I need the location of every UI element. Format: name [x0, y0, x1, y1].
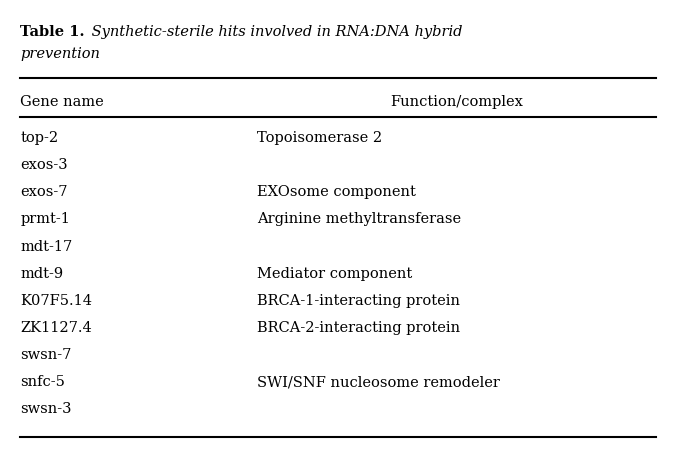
Text: mdt-9: mdt-9 — [20, 266, 64, 280]
Text: K07F5.14: K07F5.14 — [20, 293, 93, 307]
Text: ZK1127.4: ZK1127.4 — [20, 320, 92, 334]
Text: SWI/SNF nucleosome remodeler: SWI/SNF nucleosome remodeler — [257, 374, 500, 388]
Text: prmt-1: prmt-1 — [20, 212, 70, 226]
Text: Topoisomerase 2: Topoisomerase 2 — [257, 131, 382, 145]
Text: Synthetic-sterile hits involved in RNA:DNA hybrid: Synthetic-sterile hits involved in RNA:D… — [87, 25, 462, 39]
Text: Table 1.: Table 1. — [20, 25, 84, 39]
Text: Arginine methyltransferase: Arginine methyltransferase — [257, 212, 461, 226]
Text: BRCA-1-interacting protein: BRCA-1-interacting protein — [257, 293, 460, 307]
Text: BRCA-2-interacting protein: BRCA-2-interacting protein — [257, 320, 460, 334]
Text: swsn-7: swsn-7 — [20, 347, 72, 361]
Text: exos-3: exos-3 — [20, 158, 68, 172]
Text: Function/complex: Function/complex — [390, 95, 523, 109]
Text: exos-7: exos-7 — [20, 185, 68, 199]
Text: snfc-5: snfc-5 — [20, 374, 65, 388]
Text: top-2: top-2 — [20, 131, 58, 145]
Text: mdt-17: mdt-17 — [20, 239, 72, 253]
Text: Gene name: Gene name — [20, 95, 104, 109]
Text: swsn-3: swsn-3 — [20, 401, 72, 415]
Text: EXOsome component: EXOsome component — [257, 185, 416, 199]
Text: Mediator component: Mediator component — [257, 266, 412, 280]
Text: prevention: prevention — [20, 47, 100, 61]
